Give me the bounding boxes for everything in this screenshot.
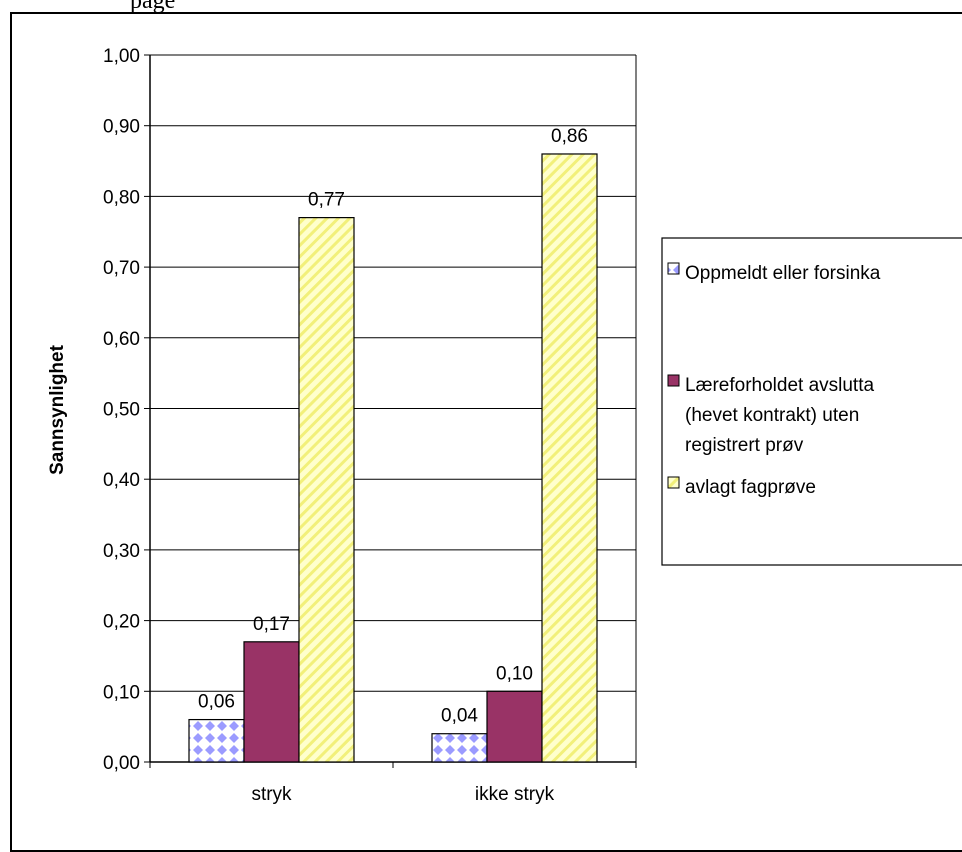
y-tick-label: 1,00 (103, 46, 140, 67)
y-tick-label: 0,50 (103, 400, 140, 421)
legend-box (661, 237, 962, 566)
legend-label: (hevet kontrakt) uten (685, 405, 859, 426)
y-tick-label: 0,20 (103, 612, 140, 633)
top-text-fragment: page (0, 0, 962, 12)
legend-label: registrert prøv (685, 435, 804, 456)
legend-swatch (667, 374, 680, 387)
bar-læreforholdet (486, 690, 543, 763)
y-tick-label: 0,90 (103, 117, 140, 138)
x-tick-label: stryk (251, 784, 292, 805)
y-tick-label: 0,60 (103, 329, 140, 350)
legend: Oppmeldt eller forsinka Læreforholdet avs… (661, 237, 962, 566)
bar-avlagt (298, 217, 355, 763)
header-fragment: page (130, 0, 175, 12)
data-label: 0,10 (496, 663, 533, 684)
data-label: 0,17 (253, 614, 290, 635)
legend-label: avlagt fagprøve (685, 477, 816, 498)
bars (188, 153, 598, 763)
x-tick-label: ikke stryk (475, 784, 555, 805)
legend-label: Læreforholdet avslutta (685, 375, 874, 396)
y-axis-label: Sannsynlighet (47, 344, 68, 475)
y-tick-label: 0,70 (103, 258, 140, 279)
y-tick-label: 0,40 (103, 470, 140, 491)
data-label: 0,86 (551, 126, 588, 147)
data-label: 0,06 (198, 692, 235, 713)
legend-swatch (667, 262, 680, 275)
data-label: 0,77 (308, 190, 345, 211)
data-label: 0,04 (441, 706, 478, 727)
bar-avlagt (541, 153, 598, 763)
legend-label: Oppmeldt eller forsinka (685, 263, 881, 284)
bar-oppmeldt (188, 718, 245, 763)
y-tick-label: 0,00 (103, 753, 140, 774)
tick-labels: 0,00 0,10 0,20 0,30 0,40 0,50 0,60 0,70 0,80 0,90… (103, 46, 555, 805)
y-tick-label: 0,10 (103, 682, 140, 703)
y-tick-label: 0,80 (103, 187, 140, 208)
y-tick-label: 0,30 (103, 541, 140, 562)
legend-swatch (667, 476, 680, 489)
data-labels: 0,06 0,17 0,77 0,04 0,10 0,86 (198, 126, 588, 727)
bar-læreforholdet (243, 641, 300, 763)
bar-oppmeldt (431, 733, 488, 763)
